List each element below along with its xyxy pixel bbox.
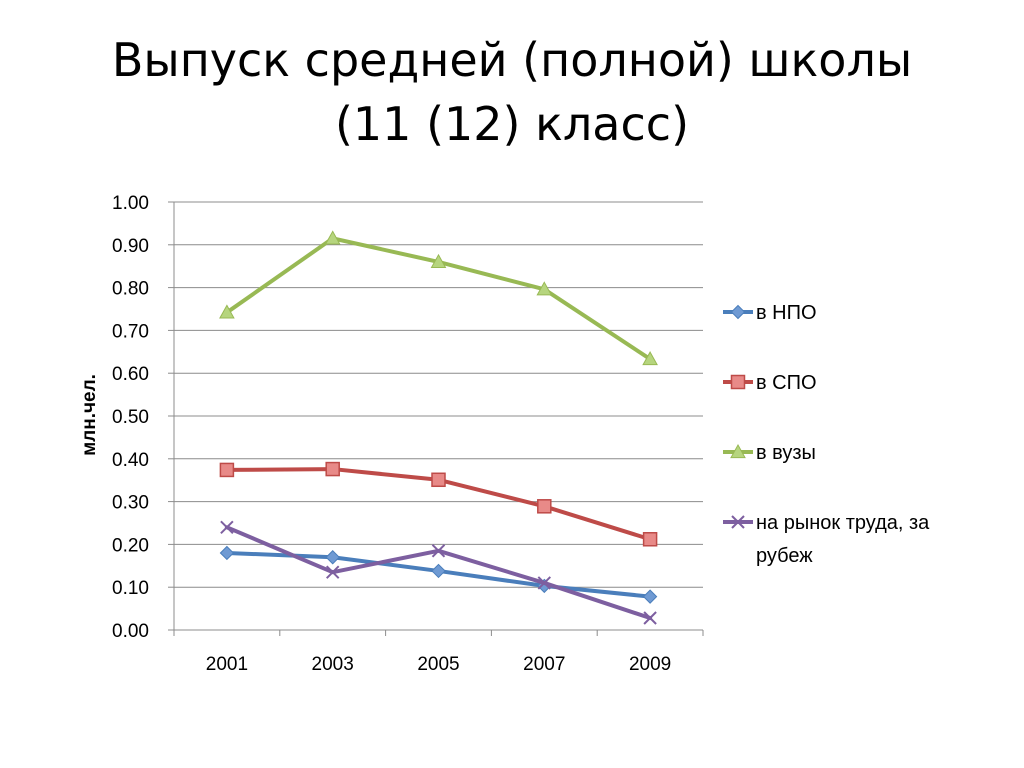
marker-stroke — [325, 565, 340, 579]
y-tick-label: 0.50 — [112, 407, 149, 428]
x-tick-label: 2003 — [312, 654, 354, 675]
marker-stroke — [731, 515, 745, 529]
y-tick-label: 0.80 — [112, 279, 149, 300]
y-tick-label: 0.00 — [112, 621, 149, 642]
x-tick-label: 2005 — [417, 654, 459, 675]
series-2 — [219, 461, 658, 547]
data-point — [219, 304, 235, 319]
data-point — [325, 461, 340, 477]
y-tick-label: 0.90 — [112, 236, 149, 257]
legend-label: в вузы — [756, 442, 816, 464]
data-point — [219, 545, 235, 561]
y-axis-label: млн.чел. — [79, 374, 100, 456]
data-point — [537, 576, 552, 590]
y-tick-label: 0.10 — [112, 578, 149, 599]
legend-item: в вузы — [723, 442, 816, 464]
series-group — [219, 230, 658, 625]
series-1 — [219, 545, 658, 604]
legend-item: в НПО — [723, 302, 817, 324]
legend-marker — [730, 374, 746, 390]
data-point — [220, 520, 234, 534]
data-point — [431, 563, 446, 579]
legend-marker — [730, 443, 746, 459]
data-point — [642, 589, 658, 604]
marker-stroke — [537, 576, 552, 590]
data-point — [325, 550, 340, 565]
legend-marker — [731, 515, 745, 529]
x-tick-label: 2009 — [629, 654, 671, 675]
y-tick-label: 0.40 — [112, 450, 149, 471]
x-tick-label: 2001 — [206, 654, 248, 675]
data-point — [642, 532, 658, 547]
y-tick-label: 1.00 — [112, 193, 149, 214]
legend-item: на рынок труда, за рубеж — [723, 512, 930, 567]
y-tick-label: 0.60 — [112, 364, 149, 385]
y-tick-label: 0.70 — [112, 321, 149, 342]
legend: в НПО в СПО в вузы на рынок труда, за рубеж — [723, 302, 930, 567]
legend-label: на рынок труда, за — [756, 512, 930, 534]
marker-stroke — [431, 544, 446, 558]
series-4 — [220, 520, 657, 625]
axes: 0.00 0.10 0.20 0.30 0.40 0.50 0.60 0.70 0.80 0.90… — [112, 193, 704, 675]
legend-item: в СПО — [723, 372, 817, 394]
slide-title-line-2: (11 (12) класс) — [334, 97, 690, 151]
data-point — [536, 281, 553, 296]
data-point — [430, 253, 447, 269]
data-point — [324, 230, 341, 245]
legend-label: в НПО — [756, 302, 817, 324]
marker-stroke — [643, 611, 657, 625]
data-point — [431, 472, 446, 488]
data-point — [643, 611, 657, 625]
slide-title-line-1: Выпуск средней (полной) школы — [111, 33, 913, 87]
y-tick-label: 0.20 — [112, 535, 149, 556]
data-point — [219, 462, 235, 478]
data-point — [325, 565, 340, 579]
legend-label-cont: рубеж — [756, 545, 813, 567]
legend-label: в СПО — [756, 372, 817, 394]
data-point — [431, 544, 446, 558]
data-point — [642, 351, 658, 366]
y-tick-label: 0.30 — [112, 493, 149, 514]
x-tick-label: 2007 — [523, 654, 565, 675]
legend-marker — [730, 304, 746, 320]
slide-title: Выпуск средней (полной) школы (11 (12) к… — [0, 28, 1024, 156]
data-point — [537, 499, 552, 514]
series-3 — [219, 230, 658, 366]
marker-stroke — [220, 520, 234, 534]
